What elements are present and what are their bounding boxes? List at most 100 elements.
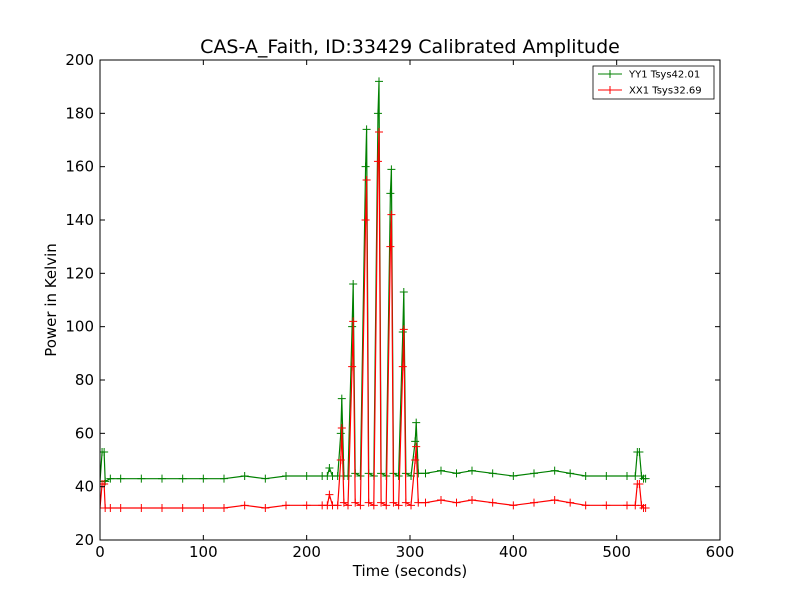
data-point-yy1 (178, 474, 187, 483)
data-point-xx1 (382, 501, 391, 510)
y-tick-label: 160 (65, 158, 94, 176)
data-point-xx1 (387, 210, 396, 219)
data-point-xx1 (356, 501, 365, 510)
data-point-yy1 (412, 418, 421, 427)
data-point-yy1 (336, 429, 345, 438)
data-point-xx1 (302, 501, 311, 510)
data-point-yy1 (137, 474, 146, 483)
data-point-xx1 (351, 498, 360, 507)
data-point-xx1 (377, 498, 386, 507)
data-point-yy1 (530, 469, 538, 478)
y-tick-label: 20 (75, 531, 94, 549)
y-axis-ticks: 20 40 60 80 100 120 140 160 180 200 (65, 51, 720, 549)
data-point-yy1 (387, 165, 396, 174)
data-point-xx1 (421, 498, 430, 507)
y-tick-label: 100 (65, 318, 94, 336)
data-point-yy1 (602, 472, 611, 480)
data-point-xx1 (468, 496, 476, 504)
data-point-yy1 (240, 472, 249, 480)
legend-marker-xx1 (606, 86, 614, 94)
data-point-xx1 (337, 424, 346, 432)
data-point-xx1 (530, 498, 538, 507)
data-point-xx1 (581, 501, 590, 510)
y-tick-label: 80 (75, 371, 94, 389)
data-point-yy1 (325, 464, 334, 472)
data-point-yy1 (337, 394, 346, 403)
data-point-xx1 (412, 442, 421, 451)
data-point-xx1 (389, 498, 398, 507)
y-tick-label: 180 (65, 104, 94, 122)
x-tick-label: 300 (396, 543, 425, 561)
data-point-xx1 (240, 501, 249, 510)
data-point-xx1 (641, 504, 650, 512)
data-point-xx1 (407, 501, 416, 510)
data-point-xx1 (452, 498, 461, 507)
data-point-xx1 (550, 496, 559, 504)
data-point-yy1 (349, 280, 358, 288)
data-point-yy1 (635, 448, 644, 456)
data-point-yy1 (641, 474, 650, 483)
data-point-xx1 (137, 504, 146, 512)
data-point-xx1 (348, 362, 357, 371)
data-point-xx1 (369, 501, 378, 510)
data-point-xx1 (261, 504, 270, 512)
y-tick-label: 60 (75, 424, 94, 442)
data-point-xx1 (158, 504, 166, 512)
legend-marker-yy1 (606, 70, 614, 78)
data-point-xx1 (178, 504, 187, 512)
data-point-xx1 (623, 501, 631, 510)
y-tick-label: 120 (65, 264, 94, 282)
y-tick-label: 140 (65, 211, 94, 229)
data-point-yy1 (348, 322, 357, 331)
legend: YY1 Tsys42.01 XX1 Tsys32.69 (592, 65, 715, 100)
data-point-yy1 (623, 472, 631, 480)
plot-area: 0 100 200 300 400 500 600 20 40 60 80 100 120 140 160… (65, 51, 734, 561)
y-axis-label: Power in Kelvin (42, 243, 60, 357)
data-point-yy1 (106, 474, 115, 483)
legend-entry-yy1: YY1 Tsys42.01 (598, 70, 700, 81)
data-point-yy1 (509, 472, 518, 480)
legend-entry-xx1: XX1 Tsys32.69 (598, 86, 702, 97)
data-point-yy1 (220, 474, 228, 483)
x-tick-label: 500 (602, 543, 631, 561)
data-point-xx1 (437, 496, 445, 504)
chart-title: CAS-A_Faith, ID:33429 Calibrated Amplitu… (200, 36, 620, 58)
data-point-yy1 (302, 472, 311, 480)
data-point-yy1 (437, 466, 445, 475)
data-point-xx1 (364, 498, 373, 507)
data-point-xx1 (373, 157, 382, 166)
series-layer (100, 77, 650, 512)
data-point-xx1 (602, 501, 611, 510)
legend-label-yy1: YY1 Tsys42.01 (628, 70, 700, 81)
y-tick-label: 200 (65, 51, 94, 69)
data-point-yy1 (452, 469, 461, 478)
data-point-yy1 (394, 472, 403, 480)
data-point-xx1 (106, 504, 115, 512)
data-point-xx1 (386, 242, 395, 251)
data-point-xx1 (411, 456, 420, 464)
data-point-yy1 (421, 469, 430, 478)
data-point-xx1 (199, 504, 208, 512)
data-point-xx1 (509, 501, 518, 510)
data-point-xx1 (399, 325, 408, 334)
x-axis-ticks: 0 100 200 300 400 500 600 (95, 60, 734, 561)
data-point-xx1 (401, 498, 410, 507)
data-point-xx1 (336, 456, 345, 464)
data-point-xx1 (349, 317, 358, 326)
data-point-yy1 (158, 474, 166, 483)
x-tick-label: 0 (95, 543, 105, 561)
legend-box (592, 65, 715, 100)
data-point-xx1 (325, 490, 334, 499)
data-point-xx1 (398, 362, 407, 371)
x-tick-label: 200 (292, 543, 321, 561)
data-point-xx1 (488, 498, 497, 507)
data-point-yy1 (399, 288, 408, 296)
x-tick-label: 600 (706, 543, 735, 561)
data-point-xx1 (282, 501, 290, 510)
legend-label-xx1: XX1 Tsys32.69 (629, 86, 702, 97)
data-point-xx1 (394, 501, 403, 510)
data-point-xx1 (375, 128, 383, 136)
data-point-xx1 (333, 501, 342, 510)
y-tick-label: 40 (75, 478, 94, 496)
